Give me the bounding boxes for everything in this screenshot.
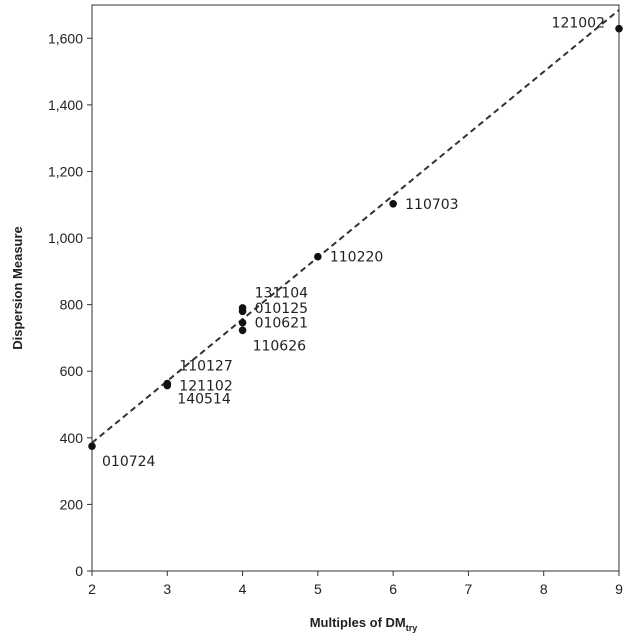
y-tick-label: 1,600	[48, 30, 83, 46]
y-tick-label: 1,000	[48, 230, 83, 246]
data-point	[163, 379, 172, 388]
data-point-label: 110703	[405, 197, 458, 213]
y-tick-label: 600	[60, 363, 84, 379]
data-point-label: 010621	[255, 316, 308, 332]
data-point-label: 140514	[177, 392, 231, 408]
data-point	[88, 442, 96, 450]
x-axis-title-main: Multiples of DM	[310, 615, 406, 630]
y-tick-label: 800	[60, 297, 84, 313]
x-tick-label: 6	[389, 581, 397, 597]
data-point-label: 121002	[552, 16, 605, 32]
data-point-label: 010125	[255, 301, 308, 317]
x-axis-title: Multiples of DMtry	[310, 615, 418, 633]
y-tick-label: 400	[60, 430, 84, 446]
x-tick-label: 8	[540, 581, 548, 597]
data-point-label: 110127	[179, 359, 232, 375]
data-point-label: 110220	[330, 250, 383, 266]
y-tick-label: 200	[60, 496, 84, 512]
data-points	[88, 24, 623, 450]
data-point	[238, 318, 247, 327]
x-axis-title-subscript: try	[406, 623, 418, 633]
data-point	[389, 199, 397, 208]
x-tick-label: 7	[465, 581, 473, 597]
data-point-label: 110626	[253, 338, 307, 354]
x-tick-label: 2	[88, 581, 96, 597]
y-axis-ticks: 0 200 400 600 800 1,000 1,200 1,400 1,600	[48, 30, 92, 579]
trend-line	[91, 9, 620, 444]
data-point-label: 121102	[179, 379, 232, 395]
plot-area-frame	[91, 4, 620, 572]
data-point-label: 010724	[102, 454, 156, 470]
x-tick-label: 5	[314, 581, 322, 597]
data-point-label: 131104	[255, 285, 309, 301]
x-tick-label: 3	[163, 581, 171, 597]
x-axis-ticks: 2 3 4 5 6 7 8 9	[88, 571, 623, 597]
data-point	[238, 304, 247, 312]
x-tick-label: 4	[239, 581, 247, 597]
data-point	[314, 252, 322, 261]
y-tick-label: 1,200	[48, 163, 83, 179]
y-tick-label: 1,400	[48, 97, 83, 113]
data-point	[615, 24, 623, 33]
x-tick-label: 9	[615, 581, 623, 597]
y-axis-title: Dispersion Measure	[10, 226, 25, 350]
data-point	[238, 326, 247, 335]
y-tick-label: 0	[75, 563, 83, 579]
